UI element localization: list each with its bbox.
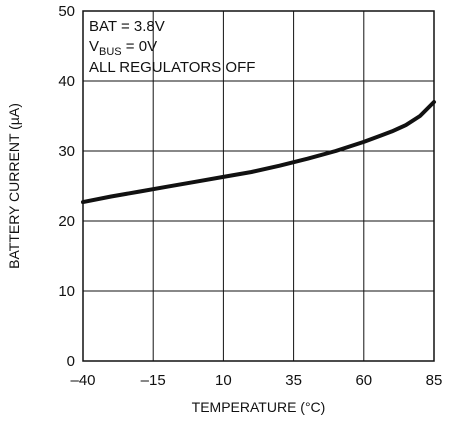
x-tick-label: 85 <box>426 372 443 389</box>
annotation-bat-voltage: BAT = 3.8V <box>89 18 165 35</box>
annotation-vbus: VBUS = 0V <box>89 38 157 58</box>
annotation-vbus-value: = 0V <box>122 38 157 55</box>
y-tick-label: 40 <box>58 73 75 90</box>
annotation-vbus-v: V <box>89 38 99 55</box>
y-tick-label: 30 <box>58 143 75 160</box>
y-tick-label: 10 <box>58 283 75 300</box>
x-tick-label: –15 <box>141 372 166 389</box>
x-tick-label: 35 <box>285 372 302 389</box>
battery-current-line <box>81 100 436 205</box>
annotation-vbus-subscript: BUS <box>99 46 122 58</box>
y-tick-labels: 0 10 20 30 40 50 <box>58 3 75 370</box>
x-tick-label: 10 <box>215 372 232 389</box>
x-tick-label: –40 <box>70 372 95 389</box>
grid <box>83 11 434 361</box>
annotation-regulators-off: ALL REGULATORS OFF <box>89 59 255 76</box>
x-tick-label: 60 <box>355 372 372 389</box>
x-axis-label: TEMPERATURE (°C) <box>192 399 326 415</box>
y-tick-label: 0 <box>67 353 75 370</box>
y-axis-label: BATTERY CURRENT (µA) <box>6 103 22 269</box>
y-tick-label: 20 <box>58 213 75 230</box>
plot-frame <box>82 10 435 362</box>
y-tick-label: 50 <box>58 3 75 20</box>
x-tick-labels: –40 –15 10 35 60 85 <box>70 372 442 389</box>
